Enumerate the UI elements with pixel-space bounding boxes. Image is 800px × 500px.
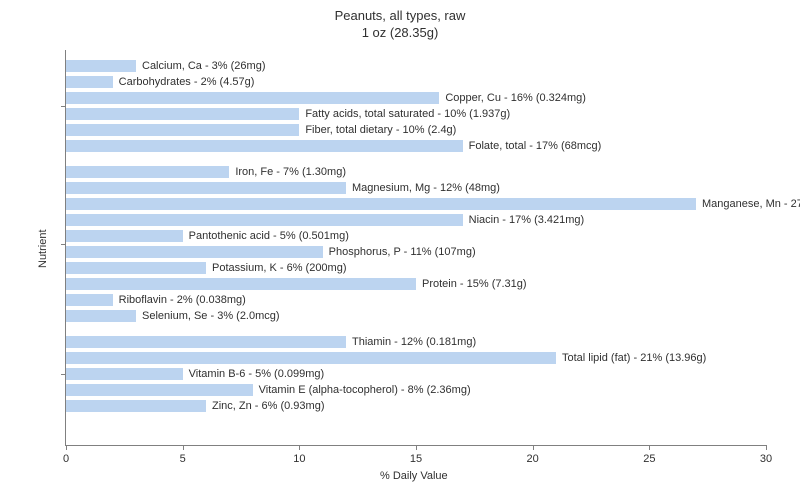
bar-label: Vitamin E (alpha-tocopherol) - 8% (2.36m… — [259, 384, 471, 396]
bar — [66, 336, 346, 348]
bar-label: Potassium, K - 6% (200mg) — [212, 262, 347, 274]
bar — [66, 278, 416, 290]
y-axis-label: Nutrient — [37, 229, 49, 268]
x-axis-tick — [766, 445, 767, 450]
x-axis-tick — [533, 445, 534, 450]
x-axis-tick-label: 15 — [410, 453, 422, 465]
plot-area: Calcium, Ca - 3% (26mg) Carbohydrates - 2… — [65, 50, 766, 446]
bar-label: Phosphorus, P - 11% (107mg) — [329, 246, 476, 258]
bar-label: Riboflavin - 2% (0.038mg) — [119, 294, 246, 306]
bar-label: Niacin - 17% (3.421mg) — [469, 214, 585, 226]
bar-label: Folate, total - 17% (68mcg) — [469, 140, 602, 152]
bar — [66, 124, 299, 136]
bar-label: Thiamin - 12% (0.181mg) — [352, 336, 476, 348]
bar-label: Pantothenic acid - 5% (0.501mg) — [189, 230, 349, 242]
bar-label: Total lipid (fat) - 21% (13.96g) — [562, 352, 706, 364]
x-axis-tick-label: 20 — [527, 453, 539, 465]
bar-label: Calcium, Ca - 3% (26mg) — [142, 60, 265, 72]
bar-label: Magnesium, Mg - 12% (48mg) — [352, 182, 500, 194]
bar — [66, 246, 323, 258]
bar-label: Fatty acids, total saturated - 10% (1.93… — [305, 108, 510, 120]
x-axis-tick-label: 10 — [293, 453, 305, 465]
chart-title: Peanuts, all types, raw 1 oz (28.35g) — [0, 8, 800, 42]
y-axis-tick — [61, 244, 66, 245]
bar — [66, 92, 439, 104]
x-axis-tick-label: 0 — [63, 453, 69, 465]
x-axis-tick — [299, 445, 300, 450]
bar — [66, 352, 556, 364]
title-line-2: 1 oz (28.35g) — [362, 25, 439, 40]
x-axis-tick — [416, 445, 417, 450]
title-line-1: Peanuts, all types, raw — [335, 8, 466, 23]
bar — [66, 76, 113, 88]
bar — [66, 294, 113, 306]
bar — [66, 384, 253, 396]
bar-label: Zinc, Zn - 6% (0.93mg) — [212, 400, 324, 412]
x-axis-tick-label: 30 — [760, 453, 772, 465]
y-axis-tick — [61, 374, 66, 375]
bar-label: Fiber, total dietary - 10% (2.4g) — [305, 124, 456, 136]
bar — [66, 310, 136, 322]
y-axis-tick — [61, 106, 66, 107]
bar-label: Iron, Fe - 7% (1.30mg) — [235, 166, 346, 178]
chart-container: Peanuts, all types, raw 1 oz (28.35g) Ca… — [0, 0, 800, 500]
x-axis-tick — [66, 445, 67, 450]
bar — [66, 400, 206, 412]
bar — [66, 166, 229, 178]
x-axis-tick — [649, 445, 650, 450]
bar — [66, 108, 299, 120]
bar — [66, 140, 463, 152]
x-axis-tick-label: 25 — [643, 453, 655, 465]
bar-label: Vitamin B-6 - 5% (0.099mg) — [189, 368, 325, 380]
x-axis-tick-label: 5 — [180, 453, 186, 465]
bar — [66, 198, 696, 210]
bar — [66, 182, 346, 194]
bar-label: Selenium, Se - 3% (2.0mcg) — [142, 310, 280, 322]
bar-label: Protein - 15% (7.31g) — [422, 278, 527, 290]
x-axis-label: % Daily Value — [380, 470, 448, 482]
bar — [66, 214, 463, 226]
bar — [66, 60, 136, 72]
bar-label: Manganese, Mn - 27% (0.548mg) — [702, 198, 800, 210]
bar — [66, 368, 183, 380]
bar — [66, 230, 183, 242]
bar-label: Copper, Cu - 16% (0.324mg) — [445, 92, 586, 104]
bar — [66, 262, 206, 274]
x-axis-tick — [183, 445, 184, 450]
bar-label: Carbohydrates - 2% (4.57g) — [119, 76, 255, 88]
